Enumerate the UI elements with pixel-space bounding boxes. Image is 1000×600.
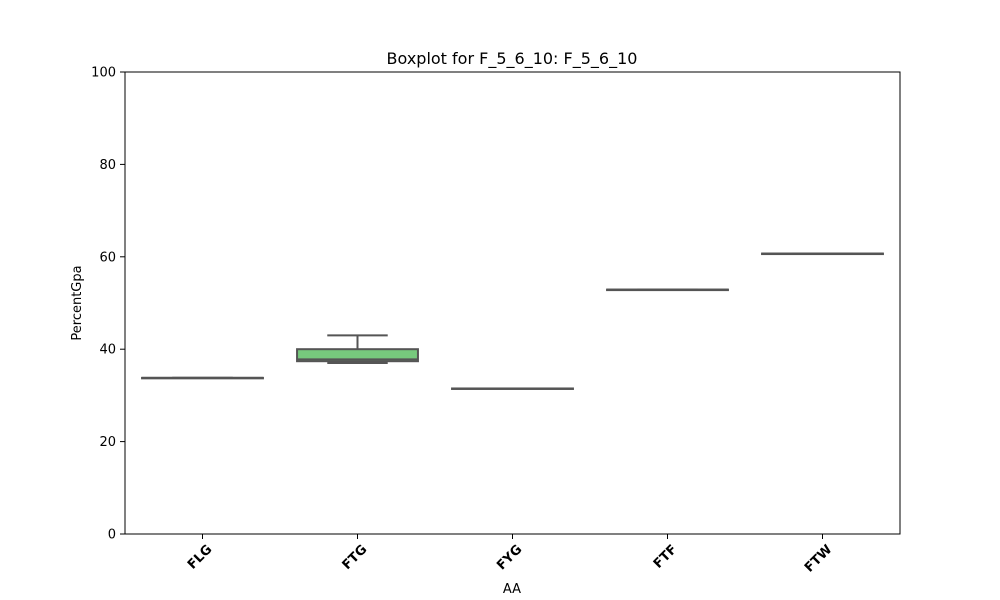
x-axis-label: AA [503,582,521,597]
box-series [142,254,883,389]
box-ftf [607,290,728,291]
y-tick-label: 40 [99,343,116,358]
plot-area-frame [125,72,900,534]
x-axis: FLG FTG FYG FTF FTW [185,534,835,576]
chart-title: Boxplot for F_5_6_10: F_5_6_10 [387,49,638,69]
box-flg [142,378,263,379]
x-tick-label: FTF [651,542,680,571]
x-tick-label: FTW [802,542,835,575]
y-axis: 0 20 40 60 80 100 [91,66,125,543]
y-tick-label: 0 [108,528,116,543]
box-ftg [297,335,418,363]
y-tick-label: 80 [99,158,116,173]
x-tick-label: FLG [185,542,215,572]
x-tick-label: FTG [340,542,371,573]
y-tick-label: 60 [99,250,116,265]
x-tick-label: FYG [494,542,525,573]
y-axis-label: PercentGpa [70,265,85,340]
box-ftw [762,254,883,255]
y-tick-label: 100 [91,66,116,81]
box-fyg [452,388,573,389]
y-tick-label: 20 [99,435,116,450]
